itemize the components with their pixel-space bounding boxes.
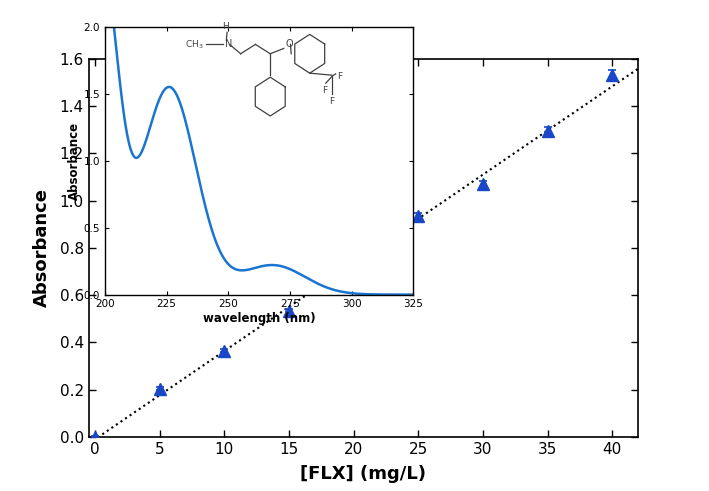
X-axis label: wavelength (nm): wavelength (nm) — [203, 312, 316, 325]
Text: H: H — [222, 22, 229, 31]
Text: O: O — [286, 39, 294, 50]
Text: F: F — [330, 97, 335, 106]
Text: F: F — [337, 72, 342, 81]
X-axis label: [FLX] (mg/L): [FLX] (mg/L) — [301, 465, 426, 483]
Y-axis label: Absorbance: Absorbance — [67, 122, 81, 200]
Text: N: N — [225, 39, 232, 50]
Text: F: F — [322, 86, 327, 95]
Text: $\mathregular{CH_3}$: $\mathregular{CH_3}$ — [185, 38, 203, 51]
Y-axis label: Absorbance: Absorbance — [33, 189, 51, 307]
